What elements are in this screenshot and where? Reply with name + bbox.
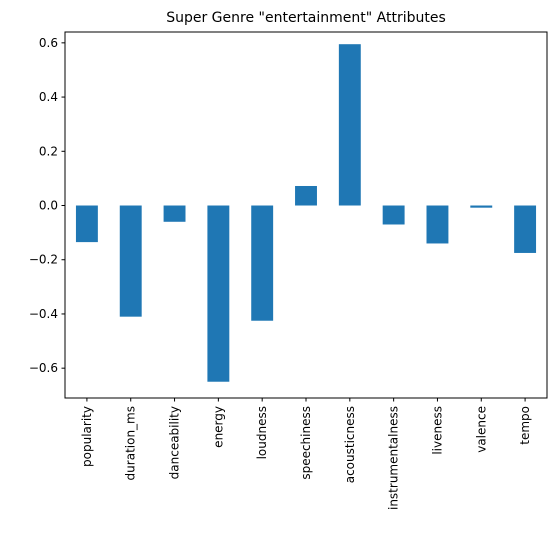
bars-group [75,44,537,382]
x-tick-label-tempo: tempo [518,406,532,445]
y-tick-label: −0.4 [29,307,58,321]
y-axis: −0.6 −0.4 −0.2 0.0 0.2 0.4 0.6 [29,36,65,375]
x-tick-label-duration_ms: duration_ms [124,406,138,480]
y-tick-label: −0.6 [29,361,58,375]
x-tick-label-instrumentalness: instrumentalness [387,406,401,510]
y-tick-label: 0.2 [39,144,58,158]
x-tick-label-energy: energy [211,406,225,448]
x-tick-label-liveness: liveness [430,406,444,455]
bar-valence [470,205,493,208]
x-tick-label-valence: valence [474,406,488,453]
plot-frame [64,31,548,399]
bar-popularity [75,205,98,243]
x-axis: popularity duration_ms danceability energy l… [80,398,532,510]
bar-loudness [251,205,274,321]
bar-energy [207,205,230,382]
y-tick-label: 0.0 [39,199,58,213]
y-tick-label: 0.6 [39,36,58,50]
x-tick-label-acousticness: acousticness [343,406,357,483]
y-tick-label: 0.4 [39,90,58,104]
bar-speechiness [295,185,317,206]
bar-danceability [163,205,186,222]
x-tick-label-speechiness: speechiness [299,406,313,480]
bar-liveness [426,205,449,244]
bar-tempo [514,205,537,253]
bar-instrumentalness [382,205,405,225]
bar-acousticness [338,44,361,206]
chart-title: Super Genre "entertainment" Attributes [166,10,446,26]
y-tick-label: −0.2 [29,253,58,267]
bar-duration_ms [119,205,142,317]
x-tick-label-danceability: danceability [168,406,182,479]
x-tick-label-popularity: popularity [80,406,94,467]
x-tick-label-loudness: loudness [255,406,269,459]
